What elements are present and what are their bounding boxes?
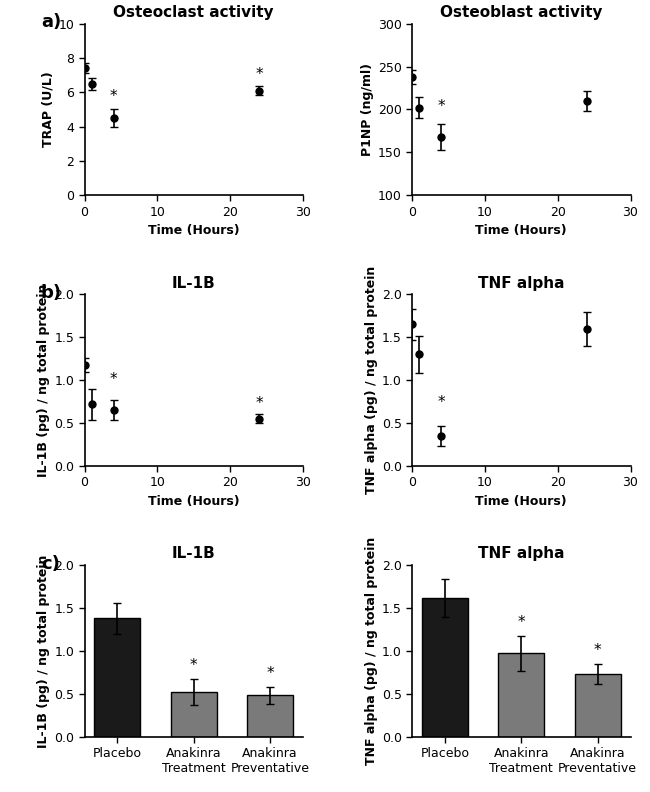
X-axis label: Time (Hours): Time (Hours) — [148, 495, 239, 508]
X-axis label: Time (Hours): Time (Hours) — [148, 224, 239, 237]
Y-axis label: TNF alpha (pg) / ng total protein: TNF alpha (pg) / ng total protein — [365, 266, 378, 494]
Bar — [247, 695, 293, 737]
Text: a): a) — [41, 13, 61, 32]
Text: c): c) — [41, 555, 60, 573]
Title: IL-1B: IL-1B — [172, 546, 216, 562]
Text: *: * — [190, 658, 198, 673]
Y-axis label: TNF alpha (pg) / ng total protein: TNF alpha (pg) / ng total protein — [365, 537, 378, 765]
Text: *: * — [437, 395, 445, 410]
Text: *: * — [437, 99, 445, 114]
Text: *: * — [594, 643, 601, 657]
Text: *: * — [517, 615, 525, 630]
Bar — [171, 692, 216, 737]
Text: *: * — [110, 372, 118, 387]
Title: TNF alpha: TNF alpha — [478, 546, 565, 562]
Y-axis label: IL-1B (pg) / ng total protein: IL-1B (pg) / ng total protein — [37, 284, 50, 477]
Title: IL-1B: IL-1B — [172, 276, 216, 291]
Y-axis label: TRAP (U/L): TRAP (U/L) — [41, 71, 54, 147]
Text: *: * — [110, 89, 118, 105]
Bar — [499, 653, 544, 737]
Text: b): b) — [41, 284, 62, 303]
Title: Osteoblast activity: Osteoblast activity — [440, 5, 603, 20]
Bar — [422, 598, 468, 737]
Title: TNF alpha: TNF alpha — [478, 276, 565, 291]
Text: *: * — [266, 666, 274, 681]
X-axis label: Time (Hours): Time (Hours) — [476, 495, 567, 508]
Y-axis label: IL-1B (pg) / ng total protein: IL-1B (pg) / ng total protein — [37, 554, 50, 748]
Bar — [575, 674, 621, 737]
Text: *: * — [255, 396, 263, 411]
X-axis label: Time (Hours): Time (Hours) — [476, 224, 567, 237]
Text: *: * — [255, 67, 263, 82]
Y-axis label: P1NP (ng/ml): P1NP (ng/ml) — [361, 63, 374, 156]
Title: Osteoclast activity: Osteoclast activity — [113, 5, 274, 20]
Bar — [94, 619, 140, 737]
